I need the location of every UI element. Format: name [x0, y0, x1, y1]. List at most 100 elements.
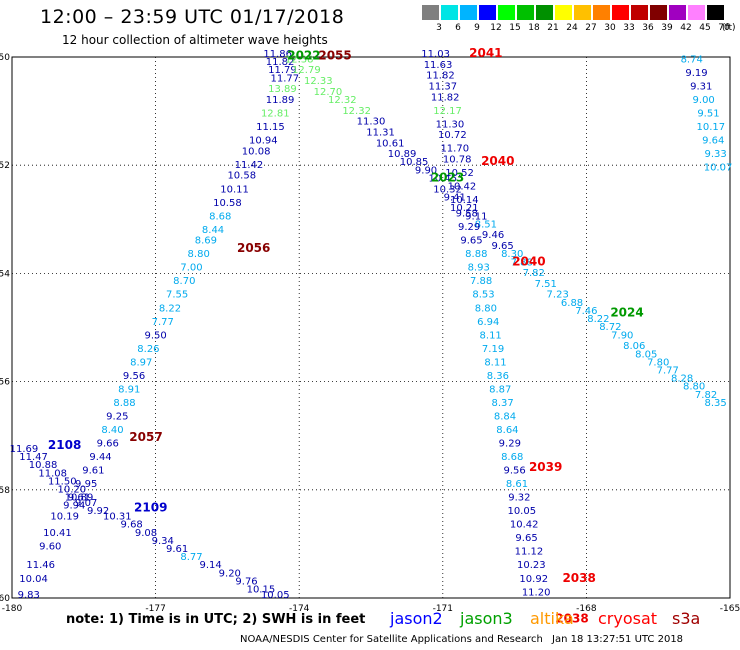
wave-height-value: 10.21 [450, 203, 479, 214]
wave-height-value: 8.91 [118, 384, 140, 395]
lat-tick-label: -56 [0, 378, 10, 388]
scale-label: 39 [661, 23, 673, 33]
wave-height-value: 11.47 [19, 452, 48, 463]
scale-swatch [688, 5, 705, 20]
wave-height-value: 10.04 [19, 574, 48, 585]
scale-swatch [612, 5, 629, 20]
scale-label: 3 [436, 23, 442, 33]
wave-height-value: 9.60 [39, 541, 61, 552]
scale-swatch [574, 5, 591, 20]
wave-height-value: 9.00 [693, 95, 715, 106]
wave-height-value: 9.61 [166, 544, 188, 555]
wave-height-value: 8.64 [496, 425, 518, 436]
scale-label: 18 [528, 23, 540, 33]
wave-height-value: 9.95 [75, 479, 97, 490]
lon-tick-label: -174 [289, 604, 310, 614]
lon-tick-label: -171 [433, 604, 453, 614]
scale-swatch [498, 5, 515, 20]
map-title: 12:00 – 23:59 UTC 01/17/2018 [40, 6, 345, 28]
wave-height-value: 10.88 [29, 460, 58, 471]
wave-height-value: 8.97 [130, 357, 152, 368]
wave-height-value: 11.15 [256, 122, 285, 133]
lat-tick-label: -50 [0, 53, 10, 63]
wave-height-value: 10.92 [519, 574, 548, 585]
wave-height-value: 8.28 [671, 374, 693, 385]
pass-label: 2041 [469, 46, 502, 60]
wave-height-value: 11.08 [38, 468, 67, 479]
footnote: note: 1) Time is in UTC; 2) SWH is in fe… [66, 612, 366, 627]
wave-height-value: 8.37 [492, 398, 514, 409]
wave-height-value: 10.05 [261, 590, 290, 601]
wave-height-value: 8.87 [489, 384, 511, 395]
pass-label: 2023 [431, 170, 464, 184]
wave-height-value: 10.42 [448, 182, 477, 193]
wave-height-value: 7.90 [611, 330, 633, 341]
scale-label: 36 [642, 23, 654, 33]
wave-height-value: 10.17 [697, 122, 726, 133]
scale-swatch [517, 5, 534, 20]
wave-height-value: 9.61 [68, 493, 90, 504]
pass-label: 2038 [555, 611, 588, 625]
lat-tick-label: -52 [0, 161, 10, 171]
wave-height-value: 7.23 [547, 290, 569, 301]
wave-height-value: 9.92 [87, 506, 109, 517]
scale-swatch [669, 5, 686, 20]
pass-label: 2040 [481, 154, 514, 168]
wave-height-value: 9.76 [235, 576, 257, 587]
wave-height-value: 9.08 [135, 528, 157, 539]
wave-height-value: 10.07 [704, 163, 733, 174]
wave-height-value: 11.50 [48, 476, 77, 487]
wave-height-value: 9.66 [97, 439, 119, 450]
lat-tick-label: -58 [0, 486, 10, 496]
wave-height-value: 13.89 [268, 84, 297, 95]
wave-height-value: 11.12 [515, 547, 544, 558]
wave-height-value: 8.53 [472, 290, 494, 301]
wave-height-value: 10.78 [443, 154, 472, 165]
wave-height-value: 11.86 [263, 49, 292, 60]
wave-height-value: 9.25 [106, 411, 128, 422]
scale-swatch [460, 5, 477, 20]
wave-height-value: 7.55 [166, 290, 188, 301]
pass-label: 2056 [237, 241, 270, 255]
wave-height-value: 8.30 [501, 249, 523, 260]
scale-label: 9 [474, 23, 480, 33]
wave-height-value: 9.61 [82, 466, 104, 477]
scale-unit: (ft) [722, 23, 736, 33]
wave-height-value: 9.19 [685, 68, 707, 79]
pass-label: 2024 [610, 306, 643, 320]
wave-height-value: 11.30 [436, 119, 465, 130]
scale-label: 27 [585, 23, 597, 33]
wave-height-value: 8.68 [209, 211, 231, 222]
wave-height-value: 10.23 [517, 560, 546, 571]
credit-line: NOAA/NESDIS Center for Satellite Applica… [240, 634, 543, 645]
wave-height-value: 12.32 [342, 106, 371, 117]
wave-height-value: 8.06 [623, 341, 645, 352]
wave-height-value: 9.32 [508, 493, 530, 504]
wave-height-value: 9.65 [515, 533, 537, 544]
wave-height-value: 8.88 [465, 249, 487, 260]
wave-height-value: 9.64 [702, 136, 724, 147]
pass-label: 2109 [134, 500, 167, 514]
wave-height-value: 9.51 [697, 109, 719, 120]
pass-label: 2057 [129, 430, 162, 444]
wave-height-value: 7.82 [523, 268, 545, 279]
wave-height-value: 10.58 [213, 198, 242, 209]
wave-height-value: 11.82 [266, 57, 295, 68]
lat-tick-label: -54 [0, 269, 10, 279]
wave-height-value: 10.89 [65, 493, 94, 504]
wave-height-value: 11.89 [266, 95, 295, 106]
wave-height-value: 10.11 [220, 184, 249, 195]
map-subtitle: 12 hour collection of altimeter wave hei… [62, 33, 328, 47]
lon-tick-label: -168 [576, 604, 597, 614]
wave-height-value: 8.72 [599, 322, 621, 333]
pass-label: 2022 [287, 49, 320, 63]
wave-height-value: 8.68 [501, 452, 523, 463]
wave-height-value: 12.70 [314, 87, 343, 98]
wave-height-value: 7.77 [657, 365, 679, 376]
legend-cryosat: cryosat [598, 609, 658, 628]
timestamp: Jan 18 13:27:51 UTC 2018 [552, 634, 684, 645]
scale-label: 24 [566, 23, 578, 33]
wave-height-value: 9.58 [456, 209, 478, 220]
wave-height-value: 8.05 [635, 349, 657, 360]
scale-swatch [536, 5, 553, 20]
